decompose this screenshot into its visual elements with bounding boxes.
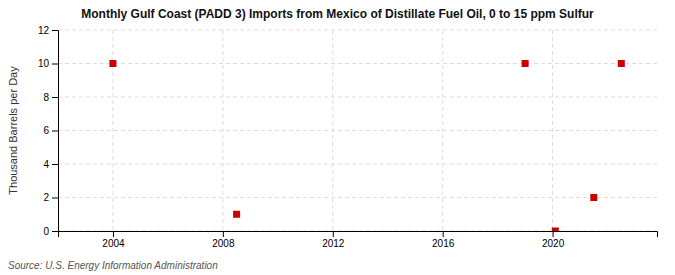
grid-line-y [58,197,657,198]
grid-line-x [222,30,223,231]
grid-line-x [332,30,333,231]
y-tick-label: 12 [38,25,50,36]
x-tick: 2004 [102,231,125,249]
y-tick: 6 [43,125,58,136]
y-tick-mark [52,231,58,232]
y-tick-label: 10 [38,58,50,69]
x-tick-label: 2016 [432,238,455,249]
x-tick-mark [113,231,114,237]
y-tick-mark [52,198,58,199]
x-tick-mark [333,231,334,237]
x-tick: 2016 [432,231,455,249]
point [109,60,116,67]
grid-line-x [442,30,443,231]
x-tick-mark [553,231,554,237]
y-tick-label: 2 [43,192,49,203]
y-tick-label: 4 [43,159,49,170]
title: Monthly Gulf Coast (PADD 3) Imports from… [81,7,594,21]
y-tick: 10 [38,58,58,69]
y-axis-title: Thousand Barrels per Day [7,66,19,195]
point [522,60,529,67]
y-tick-label: 6 [43,125,49,136]
x-tick-label: 2020 [542,238,565,249]
y-tick: 2 [43,192,58,203]
x-axis: 2004 2008 2012 2016 2020 [59,231,658,249]
point [618,60,625,67]
x-tick: 2008 [212,231,235,249]
grid-line-y [58,30,657,31]
x-tick-label: 2008 [212,238,235,249]
grid-line-y [58,97,657,98]
x-tick-label: 2012 [322,238,345,249]
y-tick-label: 8 [43,92,49,103]
point [552,228,559,232]
y-tick: 4 [43,159,58,170]
y-tick-mark [52,164,58,165]
point [590,194,597,201]
grid-line-y [58,130,657,131]
y-tick: 8 [43,92,58,103]
x-tick: 2012 [322,231,345,249]
y-tick-label: 0 [43,226,49,237]
grid-line-y [58,63,657,64]
plot: 2004 2008 2012 2016 2020 0 2 4 6 8 10 12 [38,25,658,249]
points [109,60,624,231]
annotation: Source: U.S. Energy Information Administ… [8,260,218,271]
y-tick-mark [52,30,58,31]
x-axis-line [59,232,658,238]
grid-line-y [58,164,657,165]
y-tick-mark [52,64,58,65]
x-tick-label: 2004 [102,238,125,249]
x-tick: 2020 [542,231,565,249]
y-tick: 0 [43,226,58,237]
x-tick-mark [223,231,224,237]
x-tick-mark [443,231,444,237]
y-axis-line [52,31,59,232]
y-axis: 0 2 4 6 8 10 12 [38,25,59,237]
grid-line-x [552,30,553,231]
chart: 2004 2008 2012 2016 2020 0 2 4 6 8 10 12 Thousand Ba… [0,0,675,275]
y-tick: 12 [38,25,58,36]
y-tick-mark [52,97,58,98]
grid [58,30,657,231]
y-tick-mark [52,131,58,132]
point [233,211,240,218]
